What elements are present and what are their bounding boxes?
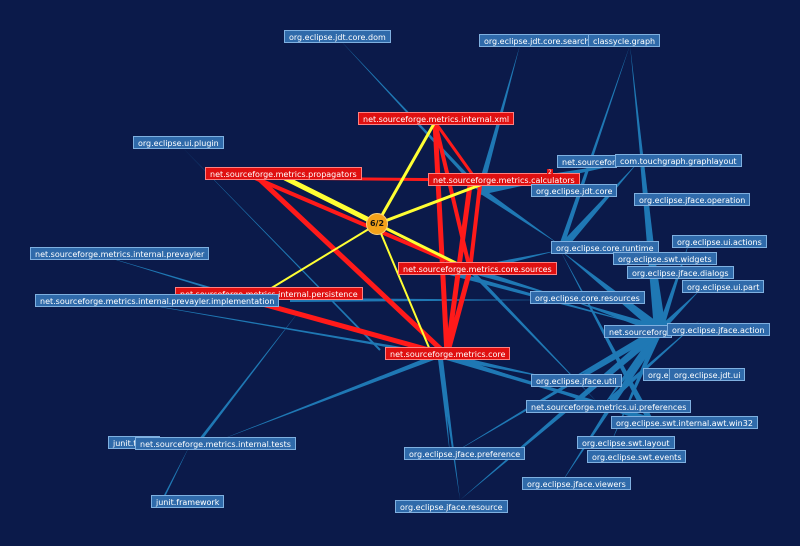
- node-jdt-core-search[interactable]: org.eclipse.jdt.core.search: [479, 34, 591, 47]
- node-ui-part[interactable]: org.eclipse.ui.part: [682, 280, 765, 293]
- dependency-edge-17: [478, 187, 560, 245]
- node-core-sources[interactable]: net.sourceforge.metrics.core.sources: [398, 262, 557, 275]
- node-touchgraph-graphlayout[interactable]: com.touchgraph.graphlayout: [615, 154, 742, 167]
- node-core-runtime[interactable]: org.eclipse.core.runtime: [551, 241, 659, 254]
- calculators-count-marker: 2: [547, 169, 553, 177]
- focus-edge-3: [444, 267, 473, 358]
- node-net-sourceforge-partial[interactable]: net.sourcefor: [557, 155, 617, 168]
- node-jface-operation[interactable]: org.eclipse.jface.operation: [634, 193, 751, 206]
- node-swt-internal-awt-win32[interactable]: org.eclipse.swt.internal.awt.win32: [611, 416, 758, 429]
- node-core-resources[interactable]: org.eclipse.core.resources: [530, 291, 645, 304]
- node-prevayler-implementation[interactable]: net.sourceforge.metrics.internal.prevayl…: [35, 294, 280, 307]
- node-internal-xml[interactable]: net.sourceforge.metrics.internal.xml: [358, 112, 515, 125]
- dependency-edge-7: [610, 328, 663, 445]
- dependency-edge-31: [198, 310, 300, 441]
- highlight-edge-2: [375, 183, 482, 226]
- node-internal-tests[interactable]: net.sourceforge.metrics.internal.tests: [135, 437, 296, 450]
- dependency-edge-25: [120, 300, 441, 357]
- highlight-edge-5: [376, 223, 431, 351]
- node-ui-preferences[interactable]: net.sourceforge.metrics.ui.preferences: [526, 400, 692, 413]
- dependency-edge-35: [608, 320, 700, 402]
- node-swt-events[interactable]: org.eclipse.swt.events: [587, 450, 687, 463]
- dependency-edge-24: [220, 352, 441, 440]
- node-ui-actions[interactable]: org.eclipse.ui.actions: [672, 235, 767, 248]
- node-swt-widgets[interactable]: org.eclipse.swt.widgets: [613, 252, 717, 265]
- node-jdt-ui[interactable]: org.eclipse.jdt.ui: [669, 368, 746, 381]
- node-ui-plugin[interactable]: org.eclipse.ui.plugin: [133, 136, 224, 149]
- node-jdt-core[interactable]: org.eclipse.jdt.core: [531, 184, 618, 197]
- node-prevayler[interactable]: net.sourceforge.metrics.internal.prevayl…: [30, 247, 210, 260]
- dependency-edge-28: [557, 160, 640, 253]
- node-jface-resource[interactable]: org.eclipse.jface.resource: [395, 500, 508, 513]
- dependency-edge-1: [630, 45, 664, 331]
- node-metrics-core[interactable]: net.sourceforge.metrics.core: [385, 347, 511, 360]
- highlight-edge-4: [259, 223, 378, 296]
- node-swt-layout[interactable]: org.eclipse.swt.layout: [577, 436, 675, 449]
- node-jface-util[interactable]: org.eclipse.jface.util: [531, 374, 622, 387]
- dependency-edge-23: [437, 354, 450, 455]
- node-jface-action[interactable]: org.eclipse.jface.action: [667, 323, 770, 336]
- highlight-edge-1: [282, 175, 380, 227]
- dependency-edge-4: [657, 290, 700, 333]
- node-jdt-core-dom[interactable]: org.eclipse.jdt.core.dom: [284, 30, 391, 43]
- dependency-edge-22: [439, 352, 600, 405]
- focus-edge-0: [432, 119, 450, 358]
- selection-count-badge[interactable]: 6/2: [366, 213, 388, 235]
- dependency-edge-32: [159, 445, 190, 506]
- node-net-sourceforge-partial2[interactable]: net.sourceforg: [604, 325, 672, 338]
- node-jface-dialogs[interactable]: org.eclipse.jface.dialogs: [627, 266, 734, 279]
- node-calculators[interactable]: net.sourceforge.metrics.calculators: [428, 173, 580, 186]
- node-jface-viewers[interactable]: org.eclipse.jface.viewers: [522, 477, 631, 490]
- focus-edge-2: [252, 172, 450, 358]
- node-propagators[interactable]: net.sourceforge.metrics.propagators: [205, 167, 362, 180]
- highlight-edge-0: [375, 120, 437, 226]
- node-jface-preference[interactable]: org.eclipse.jface.preference: [404, 447, 526, 460]
- node-junit-framework[interactable]: junit.framework: [151, 495, 225, 508]
- node-classycle-graph[interactable]: classycle.graph: [588, 34, 661, 47]
- focus-edge-6: [253, 176, 472, 272]
- focus-edge-7: [468, 183, 482, 272]
- dependency-edge-30: [468, 268, 600, 405]
- dependency-edge-29: [557, 45, 630, 251]
